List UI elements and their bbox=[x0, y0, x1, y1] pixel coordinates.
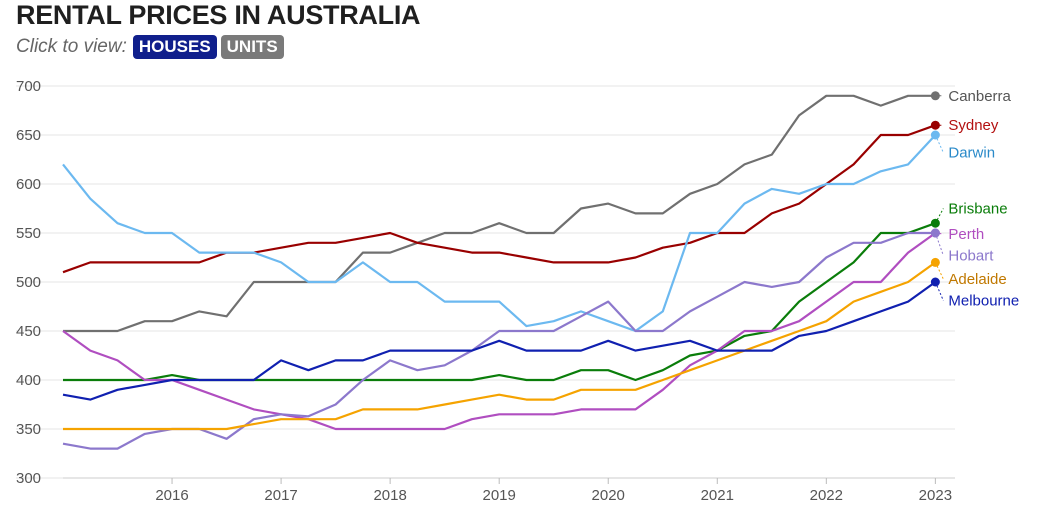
x-axis: 2016 2017 2018 2019 2020 2021 2022 2023 bbox=[63, 477, 955, 504]
end-marker-sydney bbox=[930, 120, 940, 130]
y-tick-label: 650 bbox=[16, 127, 41, 144]
series-line-canberra bbox=[63, 94, 936, 333]
x-tick-label: 2022 bbox=[810, 487, 843, 504]
end-marker-canberra bbox=[930, 91, 940, 101]
chart-title: RENTAL PRICES IN AUSTRALIA bbox=[16, 0, 421, 30]
leader-line-brisbane bbox=[934, 208, 944, 224]
x-tick-label: 2016 bbox=[155, 487, 188, 504]
end-label-hobart: Hobart bbox=[948, 248, 994, 265]
tab-houses[interactable]: HOUSES bbox=[132, 35, 217, 59]
y-tick-label: 550 bbox=[16, 225, 41, 242]
series-lines bbox=[62, 94, 937, 450]
end-label-canberra: Canberra bbox=[948, 88, 1011, 105]
grid-lines bbox=[16, 85, 955, 479]
view-prompt: Click to view: bbox=[16, 36, 127, 57]
series-line-adelaide bbox=[63, 261, 937, 431]
series-line-perth bbox=[62, 232, 937, 431]
end-label-sydney: Sydney bbox=[948, 117, 999, 134]
end-label-perth: Perth bbox=[948, 226, 984, 243]
x-tick-label: 2017 bbox=[264, 487, 297, 504]
end-marker-melbourne bbox=[930, 277, 940, 287]
end-label-melbourne: Melbourne bbox=[948, 293, 1019, 310]
x-tick-label: 2023 bbox=[919, 487, 952, 504]
end-marker-adelaide bbox=[930, 257, 940, 267]
x-tick-label: 2020 bbox=[592, 487, 625, 504]
end-markers bbox=[930, 91, 944, 301]
y-tick-label: 500 bbox=[16, 274, 41, 291]
x-tick-label: 2021 bbox=[701, 487, 734, 504]
series-line-darwin bbox=[62, 134, 937, 333]
y-axis: 300 350 400 450 500 550 600 650 700 bbox=[16, 78, 41, 487]
end-marker-hobart bbox=[930, 228, 940, 238]
tab-units[interactable]: UNITS bbox=[220, 35, 284, 59]
y-tick-label: 400 bbox=[16, 372, 41, 389]
x-tick-label: 2019 bbox=[482, 487, 515, 504]
end-label-brisbane: Brisbane bbox=[948, 201, 1007, 218]
leader-line-adelaide bbox=[934, 262, 944, 280]
y-tick-label: 600 bbox=[16, 176, 41, 193]
leader-line-darwin bbox=[934, 134, 944, 153]
y-tick-label: 700 bbox=[16, 78, 41, 95]
series-line-melbourne bbox=[62, 281, 937, 401]
series-line-sydney bbox=[62, 124, 936, 274]
end-marker-darwin bbox=[930, 130, 940, 140]
y-tick-label: 450 bbox=[16, 323, 41, 340]
x-tick-label: 2018 bbox=[373, 487, 406, 504]
y-tick-label: 350 bbox=[16, 421, 41, 438]
end-labels: Canberra Sydney Darwin Brisbane Perth Hobart A… bbox=[948, 88, 1019, 310]
end-label-adelaide: Adelaide bbox=[948, 271, 1006, 288]
y-tick-label: 300 bbox=[16, 470, 41, 487]
series-line-hobart bbox=[62, 231, 936, 450]
end-label-darwin: Darwin bbox=[948, 145, 995, 162]
end-marker-brisbane bbox=[930, 218, 940, 228]
view-toggle: Click to view: HOUSES UNITS bbox=[16, 34, 284, 60]
leader-line-melbourne bbox=[934, 281, 944, 301]
